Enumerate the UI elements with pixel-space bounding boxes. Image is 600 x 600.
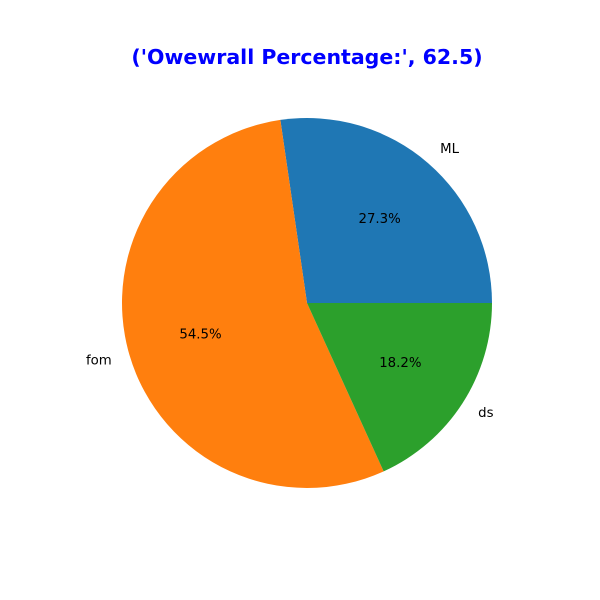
pie-percent-ml: 27.3% xyxy=(358,212,400,227)
pie-percent-fom: 54.5% xyxy=(179,327,221,342)
pie-labels: ML 27.3% fom 54.5% ds 18.2% xyxy=(86,142,494,421)
pie-percent-ds: 18.2% xyxy=(379,356,421,371)
pie-slices xyxy=(122,117,492,489)
pie-label-ml: ML xyxy=(440,142,459,157)
chart-title: ('Owewrall Percentage:', 62.5) xyxy=(131,45,482,69)
pie-label-fom: fom xyxy=(86,353,112,368)
pie-slice-ds xyxy=(307,303,492,472)
pie-slice-fom xyxy=(122,119,384,489)
pie-label-ds: ds xyxy=(478,406,493,421)
pie-slice-ml xyxy=(280,117,492,303)
